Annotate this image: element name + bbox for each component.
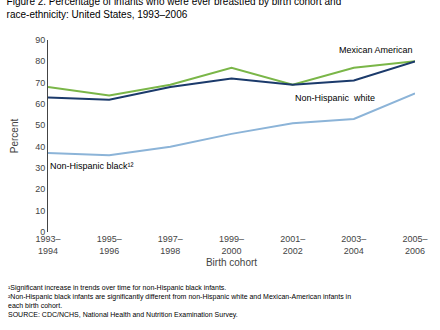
svg-text:2003–2004: 2003–2004 xyxy=(341,234,366,256)
svg-text:Figure 2. Percentage of infant: Figure 2. Percentage of infants who were… xyxy=(7,0,342,20)
svg-text:Non-Hispanic white: Non-Hispanic white xyxy=(295,93,375,103)
svg-text:1995–1996: 1995–1996 xyxy=(97,234,122,256)
svg-text:10: 10 xyxy=(35,206,45,216)
svg-text:40: 40 xyxy=(35,142,45,152)
svg-text:1999–2000: 1999–2000 xyxy=(219,234,244,256)
svg-text:30: 30 xyxy=(35,163,45,173)
svg-text:Mexican American: Mexican American xyxy=(339,45,413,55)
svg-text:2001–2002: 2001–2002 xyxy=(280,234,305,256)
svg-text:80: 80 xyxy=(35,56,45,66)
svg-text:0: 0 xyxy=(40,227,45,237)
svg-text:Birth cohort: Birth cohort xyxy=(206,257,257,268)
svg-text:Percent: Percent xyxy=(9,119,20,154)
svg-text:2005–2006: 2005–2006 xyxy=(402,234,427,256)
svg-text:20: 20 xyxy=(35,184,45,194)
svg-text:¹Significant increase in trend: ¹Significant increase in trends over tim… xyxy=(8,284,351,319)
svg-text:1997–1998: 1997–1998 xyxy=(158,234,183,256)
svg-text:1993–1994: 1993–1994 xyxy=(35,234,60,256)
svg-text:70: 70 xyxy=(35,78,45,88)
svg-text:Non-Hispanic black¹²: Non-Hispanic black¹² xyxy=(50,161,134,171)
svg-text:60: 60 xyxy=(35,99,45,109)
svg-text:90: 90 xyxy=(35,35,45,45)
svg-text:50: 50 xyxy=(35,120,45,130)
